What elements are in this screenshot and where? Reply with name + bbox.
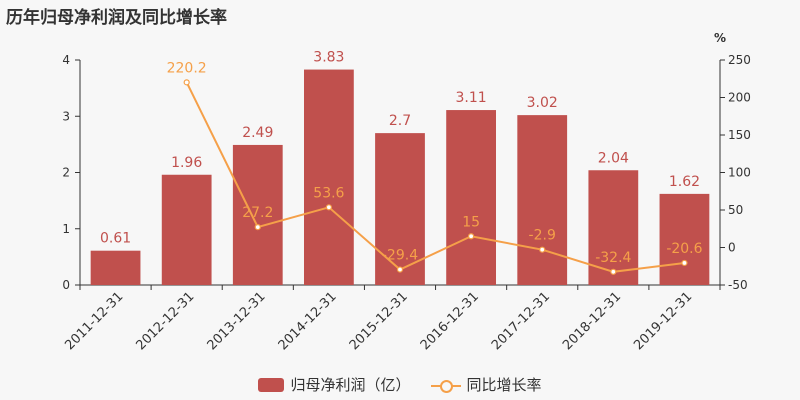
legend-bar-label: 归母净利润（亿） [290, 376, 411, 394]
bar-value-label: 2.7 [389, 113, 411, 129]
growth-rate-line [185, 81, 685, 273]
bar-value-label: 3.02 [527, 95, 558, 111]
legend-line-label: 同比增长率 [466, 376, 542, 394]
x-tick-label: 2015-12-31 [347, 289, 411, 353]
bar-value-label: 0.61 [100, 231, 131, 247]
line-series-group [183, 79, 688, 275]
data-labels-group: 0.61 1.96 2.49 3.83 2.7 3.11 3.02 2.04 1.62 220.2… [100, 50, 703, 266]
line-value-label: 220.2 [167, 60, 207, 76]
line-value-label: -20.6 [666, 241, 702, 257]
line-value-label: 27.2 [242, 205, 273, 221]
y-right-tick-label: 0 [728, 241, 736, 255]
bar-value-label: 1.96 [171, 155, 202, 171]
line-value-label: 15 [462, 214, 480, 230]
line-point [183, 79, 190, 86]
line-point [325, 204, 332, 211]
bar [232, 144, 283, 285]
x-tick-label: 2012-12-31 [133, 289, 197, 353]
y-right-tick-label: 250 [728, 53, 751, 67]
bar [446, 110, 496, 285]
line-value-label: -29.4 [382, 248, 418, 264]
y-left-tick-label: 4 [62, 53, 70, 67]
line-point [681, 259, 688, 267]
x-tick-label: 2013-12-31 [205, 289, 269, 353]
line-point [468, 233, 475, 240]
y-left-tick-label: 0 [62, 278, 70, 292]
bar [375, 133, 425, 285]
bar-series-group [90, 69, 710, 285]
chart-title: 历年归母净利润及同比增长率 [6, 8, 227, 28]
y-right-tick-label: 100 [728, 166, 751, 180]
line-value-label: -32.4 [595, 250, 631, 266]
bar [588, 170, 639, 285]
bar-value-label: 3.11 [456, 90, 487, 106]
x-tick-label: 2011-12-31 [62, 289, 126, 353]
line-point [539, 246, 546, 253]
bar [90, 250, 141, 285]
legend-line-swatch [430, 378, 461, 393]
legend-bar-swatch [258, 377, 285, 392]
y-right-tick-label: 50 [728, 203, 743, 217]
legend-item-bar[interactable]: 归母净利润（亿） [258, 374, 411, 395]
y-right-tick-label: -50 [728, 278, 748, 292]
y-right-unit-label: % [714, 31, 726, 45]
line-point [610, 268, 617, 275]
bar-value-label: 3.83 [313, 50, 344, 66]
line-value-label: 53.6 [313, 185, 344, 201]
y-left-tick-label: 2 [62, 166, 70, 180]
bar-value-label: 2.49 [242, 125, 273, 141]
y-right-tick-label: 150 [728, 128, 751, 142]
bar [517, 115, 568, 285]
bar [659, 193, 710, 285]
y-left-tick-label: 1 [62, 222, 70, 236]
x-tick-label: 2014-12-31 [276, 289, 340, 353]
bar [304, 69, 354, 285]
legend-item-line[interactable]: 同比增长率 [430, 374, 542, 395]
y-right-tick-label: 200 [728, 91, 751, 105]
x-tick-label: 2017-12-31 [489, 289, 553, 353]
line-point [254, 224, 261, 231]
bar-value-label: 2.04 [598, 150, 629, 166]
x-tick-label: 2018-12-31 [560, 289, 624, 353]
legend: 归母净利润（亿） 同比增长率 [0, 374, 800, 395]
y-left-tick-label: 3 [62, 109, 70, 123]
x-tick-label: 2016-12-31 [418, 289, 482, 353]
line-point [396, 266, 404, 273]
bar-value-label: 1.62 [669, 174, 700, 190]
line-value-label: -2.9 [529, 228, 556, 244]
bar [161, 174, 212, 285]
x-tick-label: 2019-12-31 [631, 289, 695, 353]
